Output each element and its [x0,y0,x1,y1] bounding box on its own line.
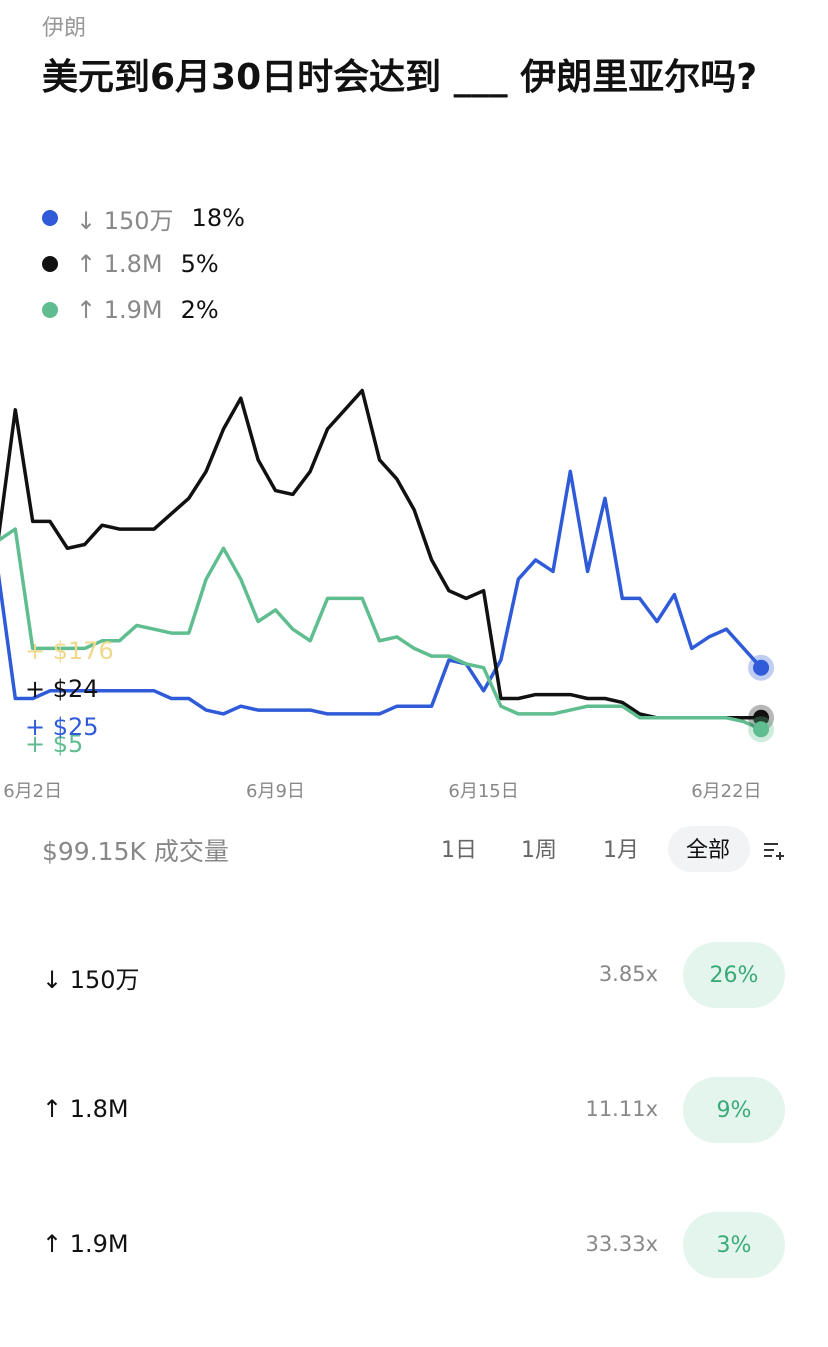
legend-name: ↑ 1.9M [76,296,163,324]
end-dot [753,721,770,738]
category: 伊朗 [42,16,87,41]
x-tick-label: 6月22日 [691,781,761,802]
tab-active[interactable]: 全部 [686,838,731,863]
tab-active-bg [668,826,750,872]
outcome-payout: 3.85x [598,962,658,986]
annotation: + $25 [25,713,99,741]
legend-item: ↑ 1.9M 2% [42,287,245,333]
legend-dot [42,256,58,272]
legend: ↓ 150万 18% ↑ 1.8M 5% ↑ 1.9M 2% [42,195,245,333]
outcome-name: ↑ 1.8M [42,1095,129,1123]
annotation: + $5 [25,730,83,758]
end-dot [753,659,770,676]
volume: $99.15K 成交量 [42,837,229,866]
legend-dot [42,210,58,226]
tab[interactable]: 1周 [521,838,557,863]
x-tick-label: 6月2日 [3,781,62,802]
outcome-payout: 11.11x [585,1097,658,1121]
series-line [0,388,762,720]
legend-value: 2% [180,296,219,324]
series-line [0,469,763,716]
market-title: 美元到6月30日时会达到 ___ 伊朗里亚尔吗? [42,57,758,98]
annotation: + $176 [25,637,114,665]
x-tick-label: 6月9日 [246,781,305,802]
tab[interactable]: 1月 [603,838,639,863]
legend-item: ↓ 150万 18% [42,195,245,241]
legend-value: 5% [180,250,219,278]
legend-item: ↑ 1.8M 5% [42,241,245,287]
series-line [0,527,762,731]
annotation: + $24 [25,675,99,703]
legend-name: ↑ 1.8M [76,250,163,278]
outcome-name: ↓ 150万 [42,966,140,994]
legend-name: ↓ 150万 [76,206,174,235]
legend-value: 18% [191,204,245,232]
outcome-chance[interactable]: 9% [683,1077,785,1143]
x-tick-label: 6月15日 [448,781,518,802]
outcome-name: ↑ 1.9M [42,1230,129,1258]
outcome-chance[interactable]: 3% [683,1212,785,1278]
outcome-chance[interactable]: 26% [683,942,785,1008]
end-dot [753,709,770,726]
tab[interactable]: 1日 [441,838,477,863]
legend-dot [42,302,58,318]
outcome-payout: 33.33x [585,1232,658,1256]
filter-icon[interactable] [762,838,786,862]
